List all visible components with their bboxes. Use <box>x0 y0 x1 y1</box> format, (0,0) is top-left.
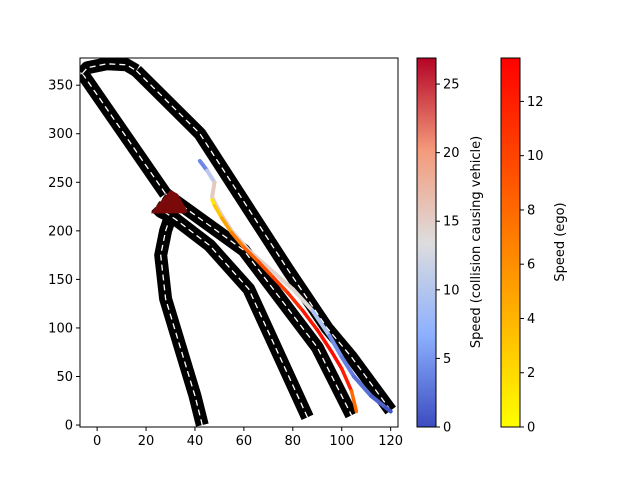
colorbar-tick-label: 8 <box>527 203 535 218</box>
colorbar-collision-vehicle-gradient <box>417 58 436 427</box>
ego-path-segment <box>315 328 334 354</box>
plot-area <box>80 58 396 427</box>
collision-vehicle-path-segment <box>383 405 393 414</box>
colorbar-tick-label: 6 <box>527 258 535 273</box>
collision-vehicle-path-segment <box>369 393 388 410</box>
colorbar-ego-frame <box>500 57 521 428</box>
y-tick-label: 200 <box>48 224 73 239</box>
collision-vehicle-path-segment <box>210 180 217 199</box>
lane-marking-3 <box>81 73 167 195</box>
ego-path-segment <box>212 203 224 220</box>
collision-vehicle-path-segment <box>290 287 315 313</box>
y-axis: 0 50 100 150 200 250 300 350 <box>48 79 80 434</box>
colorbar-ego-gradient <box>501 58 520 427</box>
y-tick-label: 50 <box>56 370 73 385</box>
x-tick-label: 20 <box>138 434 155 449</box>
colorbar-tick-label: 5 <box>443 352 451 367</box>
colorbar-tick-label: 15 <box>443 215 460 230</box>
road-edge-4 <box>80 58 140 78</box>
plot-frame <box>79 57 399 428</box>
colorbar-tick-label: 4 <box>527 312 535 327</box>
colorbar-tick-label: 0 <box>443 421 451 436</box>
y-tick-label: 350 <box>48 79 73 94</box>
x-tick-label: 40 <box>187 434 204 449</box>
ego-path-segment <box>242 245 261 264</box>
collision-vehicle-path-segment <box>310 308 332 338</box>
collision-vehicle-path-segment <box>197 158 210 173</box>
colorbar-tick-label: 2 <box>527 366 535 381</box>
lane-marking-5 <box>135 70 392 411</box>
lane-marking-4 <box>81 63 137 74</box>
collision-vehicle-path-segment <box>205 168 217 185</box>
collision-vehicle-path-segment <box>266 265 295 292</box>
colorbar-tick-label: 12 <box>527 95 544 110</box>
x-tick-label: 100 <box>329 434 354 449</box>
colorbar-tick-label: 10 <box>527 149 544 164</box>
colorbar-tick-label: 10 <box>443 283 460 298</box>
lane-marking-1 <box>155 206 309 418</box>
x-tick-label: 120 <box>378 434 403 449</box>
y-tick-label: 100 <box>48 321 73 336</box>
ego-path-segment <box>229 231 246 250</box>
ego-path-segment <box>256 260 275 280</box>
colorbar-tick-label: 0 <box>527 421 535 436</box>
ego-path-segment <box>300 308 320 332</box>
y-tick-label: 250 <box>48 176 73 191</box>
y-tick-label: 150 <box>48 273 73 288</box>
collision-vehicle-path-segment <box>351 374 374 398</box>
colorbar-collision-vehicle: 0 5 10 15 20 25 Speed (collision causing vehi… <box>416 57 484 436</box>
colorbar-ego: 0 2 4 6 8 10 12 Speed (ego) <box>500 57 568 436</box>
colorbar-collision-vehicle-frame <box>416 57 437 428</box>
ego-path-segment <box>349 389 359 414</box>
collision-vehicle-path-segment <box>327 333 344 360</box>
ego-path-segment <box>220 216 234 235</box>
y-tick-label: 0 <box>65 419 73 434</box>
ego-path-segment <box>330 350 344 371</box>
road-edge-2 <box>161 188 358 419</box>
y-tick-label: 300 <box>48 127 73 142</box>
x-axis: 0 20 40 60 80 100 120 <box>93 427 403 449</box>
ego-path-segment <box>271 275 290 295</box>
colorbar-tick-label: 20 <box>443 146 460 161</box>
colorbar-tick-label: 25 <box>443 78 460 93</box>
colorbar-ego-label: Speed (ego) <box>553 202 568 281</box>
ego-path-segment <box>339 366 354 393</box>
x-tick-label: 0 <box>93 434 101 449</box>
ego-path-segment <box>286 291 305 313</box>
x-tick-label: 60 <box>236 434 253 449</box>
collision-area <box>150 190 188 214</box>
colorbar-collision-vehicle-label: Speed (collision causing vehicle) <box>469 136 484 348</box>
collision-vehicle-path-segment <box>339 355 356 379</box>
x-tick-label: 80 <box>285 434 302 449</box>
